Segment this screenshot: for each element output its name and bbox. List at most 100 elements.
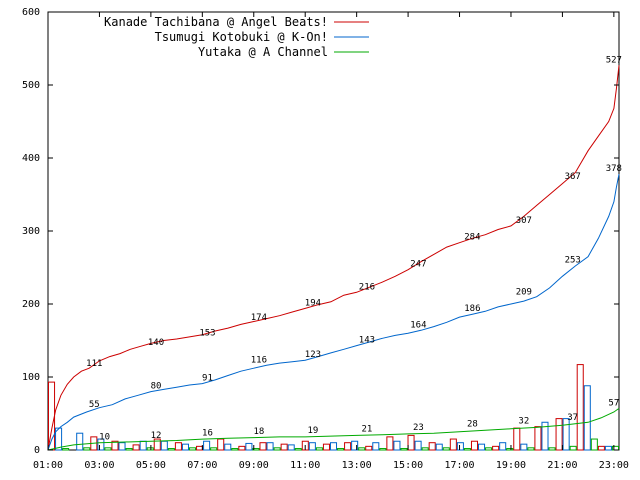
bar-kanade-tachibana-3 bbox=[111, 440, 119, 451]
bar-tsumugi-kotobuki-7 bbox=[203, 440, 211, 451]
bar-yutaka-13 bbox=[337, 448, 345, 451]
y-tick-label: 600 bbox=[22, 7, 40, 18]
bar-yutaka-18 bbox=[442, 447, 450, 451]
y-axis: 0 100 200 300 400 500 600 bbox=[22, 7, 619, 456]
x-tick-label: 21:00 bbox=[547, 460, 577, 471]
data-label: 37 bbox=[567, 413, 578, 423]
bar-yutaka-8 bbox=[231, 448, 239, 451]
bar-tsumugi-kotobuki-22 bbox=[520, 443, 528, 451]
bar-yutaka-23 bbox=[548, 447, 556, 451]
data-label: 116 bbox=[251, 355, 267, 365]
data-label: 194 bbox=[305, 298, 321, 308]
data-label: 18 bbox=[253, 427, 264, 437]
data-label: 140 bbox=[148, 338, 164, 348]
bar-kanade-tachibana-6 bbox=[174, 442, 182, 451]
data-label: 209 bbox=[516, 287, 532, 297]
bar-kanade-tachibana-8 bbox=[217, 438, 225, 451]
bar-yutaka-22 bbox=[527, 447, 535, 451]
x-tick-label: 07:00 bbox=[187, 460, 217, 471]
bar-tsumugi-kotobuki-15 bbox=[372, 442, 380, 451]
bar-kanade-tachibana-23 bbox=[534, 426, 542, 451]
bar-tsumugi-kotobuki-8 bbox=[224, 443, 232, 451]
bar-yutaka-11 bbox=[294, 448, 302, 451]
data-label: 164 bbox=[410, 320, 426, 330]
bar-kanade-tachibana-9 bbox=[238, 445, 246, 451]
bar-yutaka-10 bbox=[273, 447, 281, 451]
series-line-yutaka bbox=[47, 407, 620, 451]
bar-kanade-tachibana-13 bbox=[322, 443, 330, 451]
x-tick-label: 15:00 bbox=[393, 460, 423, 471]
data-label: 174 bbox=[251, 313, 267, 323]
bar-kanade-tachibana-26 bbox=[597, 445, 605, 451]
data-label: 32 bbox=[518, 417, 529, 427]
data-labels-layer: 111 140 153 174 194 216 247 284 307 367 527 55 80 91 1… bbox=[86, 55, 622, 442]
bar-tsumugi-kotobuki-23 bbox=[541, 421, 549, 451]
bar-tsumugi-kotobuki-0 bbox=[55, 427, 63, 451]
x-tick-label: 23:00 bbox=[599, 460, 629, 471]
data-label: 527 bbox=[606, 55, 622, 65]
x-tick-label: 01:00 bbox=[33, 460, 63, 471]
data-label: 253 bbox=[565, 255, 581, 265]
bar-yutaka-3 bbox=[125, 448, 133, 451]
series-line-tsumugi-kotobuki bbox=[47, 174, 620, 451]
legend-label-yutaka: Yutaka @ A Channel bbox=[198, 45, 328, 59]
y-tick-label: 100 bbox=[22, 372, 40, 383]
data-label: 12 bbox=[151, 431, 162, 441]
bar-tsumugi-kotobuki-4 bbox=[139, 440, 147, 451]
bar-tsumugi-kotobuki-21 bbox=[499, 442, 507, 451]
bar-yutaka-7 bbox=[210, 447, 218, 451]
x-tick-label: 03:00 bbox=[84, 460, 114, 471]
bar-tsumugi-kotobuki-12 bbox=[308, 442, 316, 451]
bar-tsumugi-kotobuki-24 bbox=[562, 418, 570, 451]
y-tick-label: 400 bbox=[22, 153, 40, 164]
bar-kanade-tachibana-18 bbox=[428, 442, 436, 451]
bar-kanade-tachibana-19 bbox=[449, 438, 457, 451]
bar-yutaka-20 bbox=[485, 447, 493, 451]
x-tick-label: 13:00 bbox=[342, 460, 372, 471]
bar-kanade-tachibana-7 bbox=[196, 445, 204, 451]
bar-kanade-tachibana-22 bbox=[513, 427, 521, 451]
data-label: 19 bbox=[308, 426, 319, 436]
data-label: 80 bbox=[151, 382, 162, 392]
y-tick-label: 500 bbox=[22, 80, 40, 91]
bar-kanade-tachibana-20 bbox=[470, 440, 479, 451]
data-label: 143 bbox=[359, 336, 375, 346]
bar-tsumugi-kotobuki-16 bbox=[393, 440, 401, 451]
data-label: 91 bbox=[202, 374, 213, 384]
bar-kanade-tachibana-5 bbox=[153, 438, 161, 451]
bar-kanade-tachibana-16 bbox=[386, 436, 394, 451]
bar-yutaka-14 bbox=[358, 447, 366, 451]
bar-tsumugi-kotobuki-1 bbox=[76, 432, 84, 451]
bar-yutaka-4 bbox=[146, 447, 154, 451]
data-label: 186 bbox=[464, 304, 480, 314]
data-label: 21 bbox=[362, 425, 373, 435]
x-axis: 01:00 03:00 05:00 07:00 09:00 11:00 13:00 15:00… bbox=[33, 12, 629, 471]
bar-tsumugi-kotobuki-19 bbox=[456, 442, 464, 451]
bar-tsumugi-kotobuki-20 bbox=[478, 443, 486, 451]
bar-yutaka-9 bbox=[252, 448, 260, 451]
data-label: 57 bbox=[608, 398, 619, 408]
bar-yutaka-21 bbox=[506, 448, 514, 451]
bar-tsumugi-kotobuki-14 bbox=[351, 440, 359, 451]
x-tick-label: 11:00 bbox=[290, 460, 320, 471]
bar-yutaka-2 bbox=[104, 447, 112, 451]
bar-yutaka-16 bbox=[400, 448, 408, 451]
y-tick-label: 0 bbox=[34, 445, 40, 456]
bar-tsumugi-kotobuki-26 bbox=[604, 445, 612, 451]
lines-layer bbox=[47, 65, 620, 451]
legend-label-kanade-tachibana: Kanade Tachibana @ Angel Beats! bbox=[104, 15, 328, 29]
data-label: 216 bbox=[359, 282, 375, 292]
bars-layer bbox=[48, 364, 620, 451]
data-label: 153 bbox=[199, 328, 215, 338]
bar-tsumugi-kotobuki-13 bbox=[329, 442, 338, 451]
bar-kanade-tachibana-11 bbox=[280, 443, 288, 451]
bar-kanade-tachibana-24 bbox=[555, 418, 563, 451]
bar-tsumugi-kotobuki-10 bbox=[266, 442, 274, 451]
bar-tsumugi-kotobuki-5 bbox=[160, 440, 168, 451]
bar-kanade-tachibana-4 bbox=[132, 444, 140, 451]
plot-frame bbox=[47, 11, 620, 451]
bar-tsumugi-kotobuki-2 bbox=[97, 438, 105, 451]
data-label: 55 bbox=[89, 400, 100, 410]
bar-yutaka-6 bbox=[188, 447, 197, 451]
